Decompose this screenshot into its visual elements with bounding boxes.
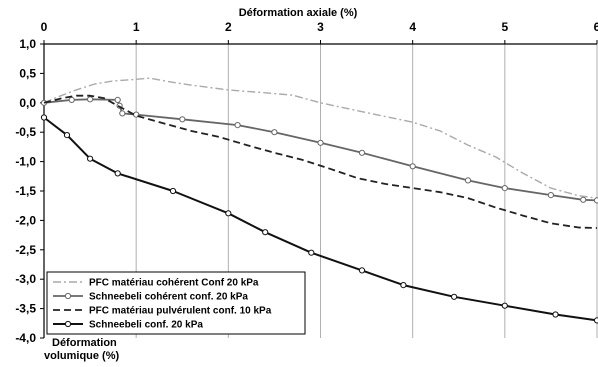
series-4-point [114,170,121,177]
series-4-point [593,317,598,324]
series-4-point [308,249,315,256]
series-layer [40,77,598,324]
series-2-point [317,139,324,146]
series-line-3 [43,94,598,229]
series-4-point [87,155,94,162]
x-tick-label: 6 [594,20,598,34]
series-2-point [119,110,126,117]
series-2-point [87,96,94,103]
y-tick-label: -1,0 [15,155,36,169]
series-2-point [547,192,555,199]
x-tick-label: 3 [317,20,324,34]
series-line-4 [43,116,598,322]
series-line-1 [43,77,598,199]
legend-label-3: PFC matériau pulvérulent conf. 10 kPa [89,306,272,317]
y-axis-title-line1: Déformation [52,337,117,349]
legend-marker-2 [64,292,72,300]
legend-label-2: Schneebeli cohérent conf. 20 kPa [89,292,248,303]
x-tick-label: 5 [501,20,508,34]
series-4-point [225,210,232,217]
series-4-point [40,114,48,121]
series-2-point [580,196,587,203]
series-4-point [501,302,508,309]
series-2-point [593,197,598,204]
y-tick-label: -2,5 [15,243,36,257]
y-tick-label: -3,0 [15,272,36,286]
y-axis-title-line2: volumique (%) [44,350,120,362]
legend-label-4: Schneebeli conf. 20 kPa [89,320,203,331]
series-4-point [262,229,269,236]
y-tick-label: 0,5 [19,66,36,80]
x-tick-label: 2 [225,20,232,34]
y-tick-label: -1,5 [15,184,36,198]
y-tick-label: 1,0 [19,37,36,51]
series-2-point [179,116,186,123]
series-4-point [400,282,407,289]
series-4-point [63,132,71,139]
legend: PFC matériau cohérent Conf 20 kPa Schneeb… [46,271,306,335]
legend-box [46,271,306,335]
series-4-point [552,311,559,318]
series-2-point [114,96,121,104]
series-2-point [68,96,75,104]
y-tick-label: -3,5 [15,302,36,316]
y-axis-ticks: 1,0 0,5 0,0 -0,5 -1,0 -1,5 -2,0 -2,5 -3,0 -3,5 -4,… [15,37,44,345]
series-4-point [358,267,366,274]
series-2-point [358,149,366,156]
x-axis-title: Déformation axiale (%) [239,7,358,19]
series-2-point [234,122,241,129]
y-tick-label: -4,0 [15,331,36,345]
x-tick-label: 4 [409,20,416,34]
legend-label-1: PFC matériau cohérent Conf 20 kPa [89,278,259,289]
x-axis-ticks: 0 1 2 3 4 5 6 [41,20,598,44]
series-line-2 [43,98,598,202]
series-4-point [451,293,458,300]
series-2-point [271,129,278,136]
y-tick-label: 0,0 [19,96,36,110]
series-2-point [501,185,508,192]
series-4-point [169,187,177,195]
y-tick-label: -0,5 [15,125,36,139]
series-2-point [409,163,416,170]
y-tick-label: -2,0 [15,213,36,227]
series-2-point [464,177,472,184]
x-tick-label: 0 [41,20,48,34]
legend-marker-4 [64,320,72,328]
x-tick-label: 1 [133,20,140,34]
